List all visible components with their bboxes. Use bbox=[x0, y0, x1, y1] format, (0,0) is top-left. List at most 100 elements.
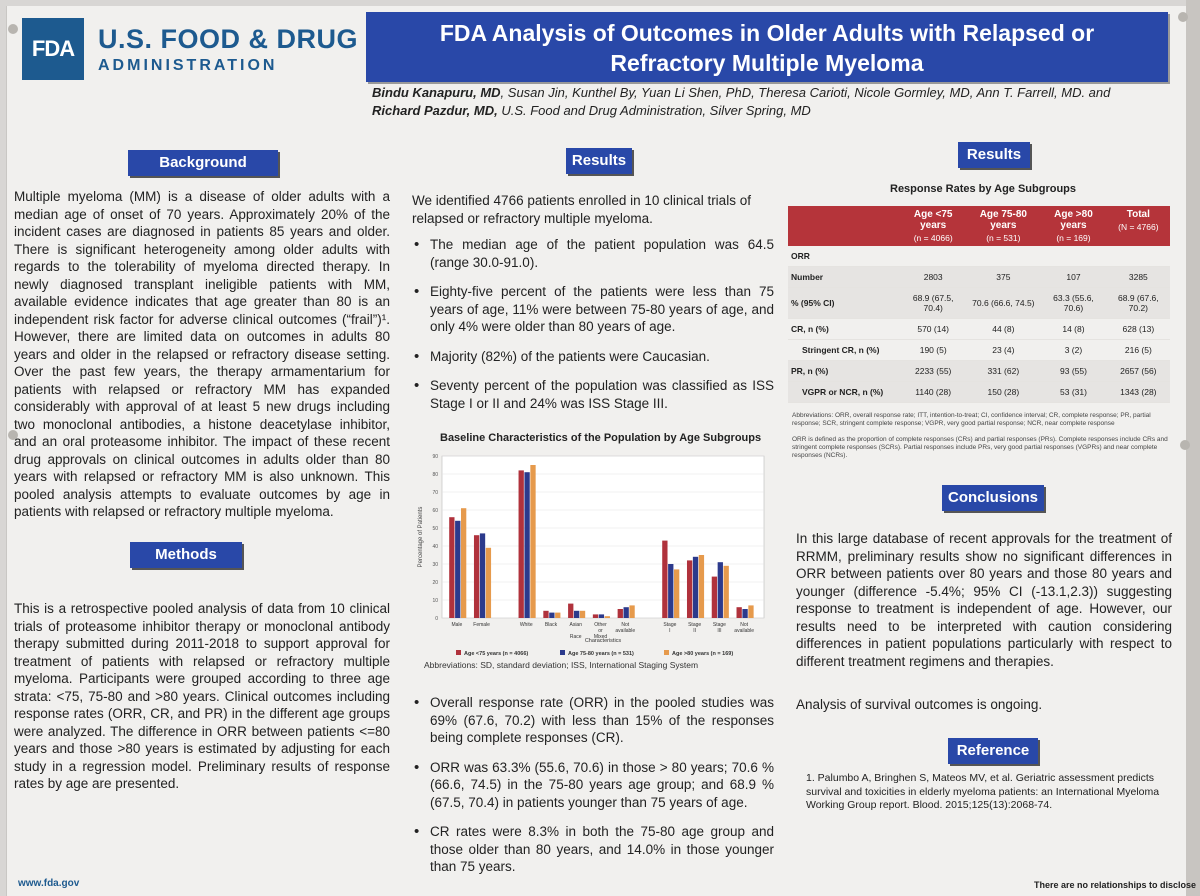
legend-label: Age >80 years (n = 169) bbox=[672, 651, 733, 657]
table-header: Total (N = 4766) bbox=[1106, 206, 1170, 246]
y-tick-label: 20 bbox=[432, 580, 438, 586]
table-cell: 53 (31) bbox=[1040, 381, 1107, 403]
results-bullet-list-2: Overall response rate (ORR) in the poole… bbox=[412, 694, 774, 888]
chart-bar bbox=[686, 560, 693, 618]
logo-line1: U.S. FOOD & DRUG bbox=[98, 23, 359, 54]
x-tick-label: I bbox=[669, 628, 670, 634]
legend-label: Age 75-80 years (n = 531) bbox=[568, 651, 634, 657]
x-tick-label: Male bbox=[451, 622, 462, 628]
table-row: CR, n (%) 570 (14) 44 (8) 14 (8) 628 (13) bbox=[788, 318, 1170, 340]
lead-author: Bindu Kanapuru, MD bbox=[372, 85, 501, 100]
table-row: % (95% CI) 68.9 (67.5, 70.4) 70.6 (66.6, 7… bbox=[788, 287, 1170, 319]
x-tick-label: Other bbox=[594, 622, 607, 628]
chart-bar bbox=[460, 508, 467, 618]
background-heading: Background bbox=[128, 150, 278, 176]
table-definition-note: ORR is defined as the proportion of comp… bbox=[792, 436, 1168, 459]
table-cell: 14 (8) bbox=[1040, 318, 1107, 340]
y-tick-label: 80 bbox=[432, 472, 438, 478]
chart-bar bbox=[549, 612, 555, 618]
chart-bar bbox=[543, 610, 549, 618]
row-label: % (95% CI) bbox=[788, 287, 900, 319]
chart-abbreviations: Abbreviations: SD, standard deviation; I… bbox=[424, 660, 699, 670]
title-line1: FDA Analysis of Outcomes in Older Adults… bbox=[439, 20, 1095, 46]
results-heading: Results bbox=[566, 148, 632, 174]
y-tick-label: 10 bbox=[432, 598, 438, 604]
logo-line2: ADMINISTRATION bbox=[98, 56, 278, 74]
y-tick-label: 50 bbox=[432, 526, 438, 532]
y-tick-label: 0 bbox=[435, 616, 438, 622]
x-tick-label: III bbox=[717, 628, 721, 634]
chart-bar bbox=[629, 605, 635, 618]
table-header: Age <75 years (n = 4066) bbox=[900, 206, 967, 246]
chart-bar bbox=[524, 472, 530, 618]
results-bullet-list: The median age of the patient population… bbox=[412, 236, 774, 424]
wall bbox=[1186, 0, 1200, 896]
y-tick-label: 40 bbox=[432, 544, 438, 550]
table-cell: 331 (62) bbox=[966, 360, 1041, 382]
chart-bar bbox=[623, 607, 629, 618]
chart-bar bbox=[530, 465, 536, 618]
chart-bar bbox=[617, 609, 623, 618]
row-label: Stringent CR, n (%) bbox=[788, 339, 900, 361]
fda-logo-box: FDA bbox=[22, 18, 84, 80]
x-tick-label: Stage bbox=[713, 622, 726, 628]
chart-bar bbox=[698, 555, 705, 618]
table-cell: 23 (4) bbox=[966, 339, 1041, 361]
plot-area bbox=[441, 455, 765, 619]
chart-bar bbox=[518, 470, 524, 618]
table-title: Response Rates by Age Subgroups bbox=[890, 183, 1077, 195]
table-row: VGPR or NCR, n (%) 1140 (28) 150 (28) 53 (3… bbox=[788, 381, 1170, 403]
table-cell: 68.9 (67.5, 70.4) bbox=[900, 287, 967, 319]
x-tick-label: available bbox=[615, 628, 635, 634]
chart-bar bbox=[674, 569, 680, 618]
pushpin bbox=[8, 24, 18, 34]
pushpin bbox=[1180, 440, 1190, 450]
chart-bar bbox=[711, 576, 718, 618]
chart-bar bbox=[736, 607, 742, 618]
list-item: CR rates were 8.3% in both the 75-80 age… bbox=[412, 823, 774, 876]
table-abbreviations: Abbreviations: ORR, overall response rat… bbox=[792, 412, 1151, 427]
table-cell: 1140 (28) bbox=[900, 381, 967, 403]
table-cell: 2657 (56) bbox=[1106, 360, 1170, 382]
reference-text: 1. Palumbo A, Bringhen S, Mateos MV, et … bbox=[806, 772, 1160, 811]
table-row: Stringent CR, n (%) 190 (5) 23 (4) 3 (2) 216… bbox=[788, 339, 1170, 361]
disclosure-note: There are no relationships to disclose bbox=[1034, 880, 1197, 890]
legend-swatch bbox=[560, 650, 565, 655]
results-intro: We identified 4766 patients enrolled in … bbox=[412, 193, 751, 226]
table-cell: 3285 bbox=[1106, 266, 1170, 288]
chart-bar bbox=[485, 547, 492, 618]
table-header: Age >80 years (n = 169) bbox=[1040, 206, 1107, 246]
row-label: Number bbox=[788, 266, 900, 288]
conclusions-heading: Conclusions bbox=[942, 485, 1044, 511]
footer-url[interactable]: www.fda.gov bbox=[18, 878, 80, 889]
chart-bar bbox=[742, 609, 748, 618]
chart-bar bbox=[598, 614, 605, 618]
table-cell: 2233 (55) bbox=[900, 360, 967, 382]
table-row: Number 2803 375 107 3285 bbox=[788, 266, 1170, 288]
chart-bar bbox=[449, 517, 455, 618]
pushpin bbox=[1178, 12, 1188, 22]
fda-logo: FDA U.S. FOOD & DRUG ADMINISTRATION bbox=[22, 18, 358, 80]
poster-title: FDA Analysis of Outcomes in Older Adults… bbox=[366, 12, 1168, 82]
table-cell: 628 (13) bbox=[1106, 318, 1170, 340]
list-item: The median age of the patient population… bbox=[412, 236, 774, 271]
affiliation: U.S. Food and Drug Administration, Silve… bbox=[497, 103, 811, 118]
x-tick-label: Asian bbox=[569, 622, 582, 628]
table-cell: 375 bbox=[966, 266, 1041, 288]
x-tick-label: or bbox=[598, 628, 603, 634]
conclusions-ongoing: Analysis of survival outcomes is ongoing… bbox=[796, 697, 1043, 712]
chart-bar bbox=[455, 520, 461, 618]
table-header: Age 75-80 years (n = 531) bbox=[966, 206, 1041, 246]
y-tick-label: 30 bbox=[432, 562, 438, 568]
x-tick-label: Female bbox=[473, 622, 490, 628]
methods-text: This is a retrospective pooled analysis … bbox=[14, 601, 390, 791]
x-tick-label: II bbox=[693, 628, 696, 634]
baseline-bar-chart: 0 10 20 30 40 50 60 70 80 90 Percentage of Patient… bbox=[418, 454, 765, 657]
list-item: ORR was 63.3% (55.6, 70.6) in those > 80… bbox=[412, 759, 774, 812]
table-cell: 2803 bbox=[900, 266, 967, 288]
table-cell: 1343 (28) bbox=[1106, 381, 1170, 403]
x-tick-label: Stage bbox=[663, 622, 676, 628]
table-row: PR, n (%) 2233 (55) 331 (62) 93 (55) 2657 (5… bbox=[788, 360, 1170, 382]
table-cell: 93 (55) bbox=[1040, 360, 1107, 382]
chart-bar bbox=[692, 556, 699, 618]
